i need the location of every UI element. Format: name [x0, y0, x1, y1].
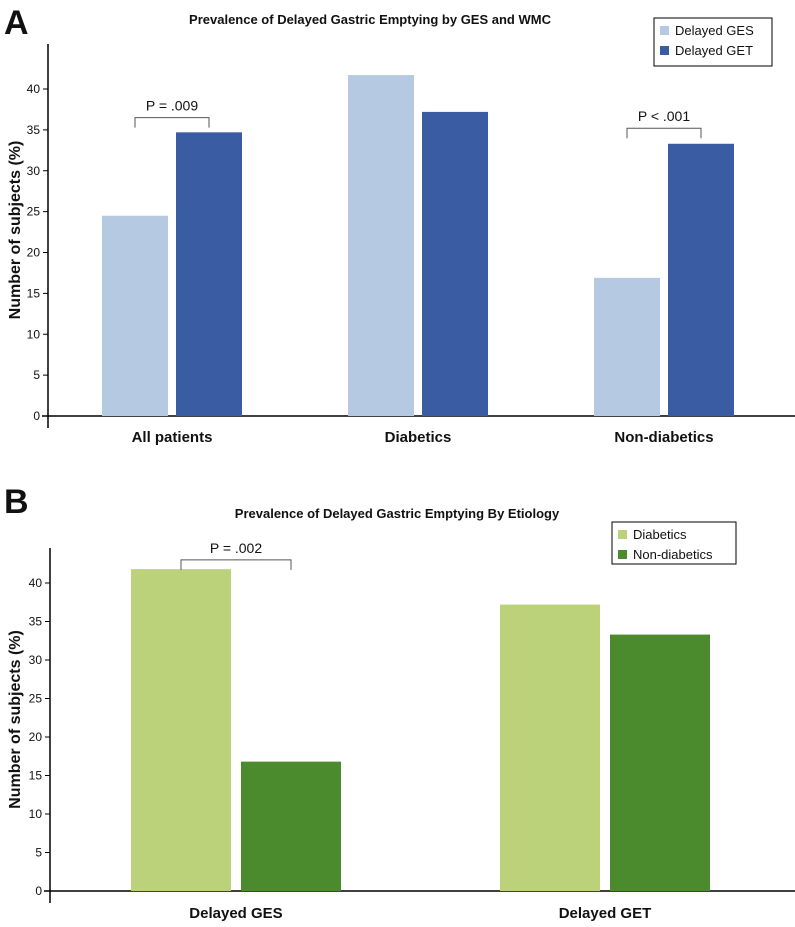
y-tick-label: 35	[29, 615, 43, 629]
significance-bracket	[626, 127, 702, 139]
bar-diabetics	[500, 604, 600, 891]
y-tick-label: 20	[27, 246, 41, 260]
y-tick-label: 5	[33, 368, 40, 382]
bar-delayed-ges	[594, 277, 660, 416]
significance-bracket	[180, 559, 292, 570]
y-tick-label: 40	[29, 576, 43, 590]
chart-title: Prevalence of Delayed Gastric Emptying b…	[189, 12, 552, 27]
chart-title: Prevalence of Delayed Gastric Emptying B…	[235, 506, 560, 521]
y-axis-label: Number of subjects (%)	[7, 141, 24, 320]
bar-non-diabetics	[241, 761, 341, 891]
p-value-label: P < .001	[638, 108, 691, 124]
legend	[611, 521, 737, 565]
legend	[653, 17, 773, 67]
y-tick-label: 5	[35, 846, 42, 860]
bar-delayed-ges	[348, 75, 414, 416]
panel-label-a: A	[4, 4, 29, 42]
bar-delayed-get	[176, 132, 242, 416]
y-tick-label: 40	[27, 82, 41, 96]
x-tick-label: Delayed GET	[559, 905, 652, 922]
x-tick-label: Delayed GES	[189, 905, 282, 922]
x-tick-label: Diabetics	[385, 429, 452, 446]
significance-bracket	[134, 117, 210, 128]
y-tick-label: 10	[29, 807, 43, 821]
bar-delayed-get	[422, 111, 488, 416]
y-tick-label: 25	[27, 205, 41, 219]
x-tick-label: Non-diabetics	[614, 429, 713, 446]
legend-label: Delayed GET	[675, 43, 753, 58]
legend-swatch	[660, 46, 669, 55]
y-tick-label: 20	[29, 730, 43, 744]
panel-label-b: B	[4, 483, 29, 521]
y-tick-label: 30	[29, 653, 43, 667]
y-tick-label: 25	[29, 692, 43, 706]
y-tick-label: 10	[27, 327, 41, 341]
p-value-label: P = .009	[146, 98, 199, 114]
y-tick-label: 30	[27, 164, 41, 178]
legend-swatch	[660, 26, 669, 35]
y-tick-label: 0	[35, 884, 42, 898]
y-tick-label: 35	[27, 123, 41, 137]
legend-swatch	[618, 550, 627, 559]
y-tick-label: 0	[33, 409, 40, 423]
y-tick-label: 15	[27, 286, 41, 300]
y-tick-label: 15	[29, 769, 43, 783]
bar-delayed-ges	[102, 215, 168, 416]
legend-label: Diabetics	[633, 527, 687, 542]
bar-diabetics	[131, 569, 231, 891]
legend-label: Non-diabetics	[633, 547, 713, 562]
x-tick-label: All patients	[132, 429, 213, 446]
p-value-label: P = .002	[210, 540, 263, 556]
bar-delayed-get	[668, 143, 734, 416]
legend-swatch	[618, 530, 627, 539]
bar-non-diabetics	[610, 634, 710, 891]
y-axis-label: Number of subjects (%)	[7, 630, 24, 809]
legend-label: Delayed GES	[675, 23, 754, 38]
